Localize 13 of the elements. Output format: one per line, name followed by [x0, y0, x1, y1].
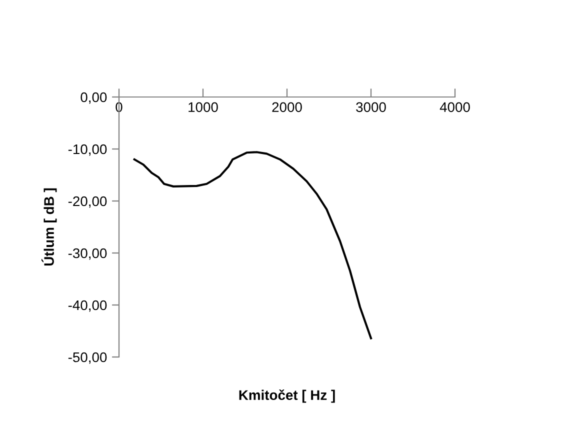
y-tick-label: -40,00: [68, 300, 107, 312]
y-tick-label: 0,00: [80, 92, 107, 104]
line-series: [133, 151, 372, 340]
x-tick-label: 1000: [188, 102, 218, 112]
y-tick-label: -20,00: [68, 196, 107, 208]
x-tick-label: 3000: [356, 102, 386, 112]
x-tick-label: 2000: [272, 102, 302, 112]
y-tick-label: -30,00: [68, 248, 107, 260]
y-tick-label: -50,00: [68, 352, 107, 364]
y-axis-title: Útlum [ dB ]: [42, 188, 57, 266]
y-tick-label: -10,00: [68, 144, 107, 156]
x-axis-title: Kmitočet [ Hz ]: [239, 390, 335, 403]
x-tick-label: 4000: [440, 102, 470, 112]
